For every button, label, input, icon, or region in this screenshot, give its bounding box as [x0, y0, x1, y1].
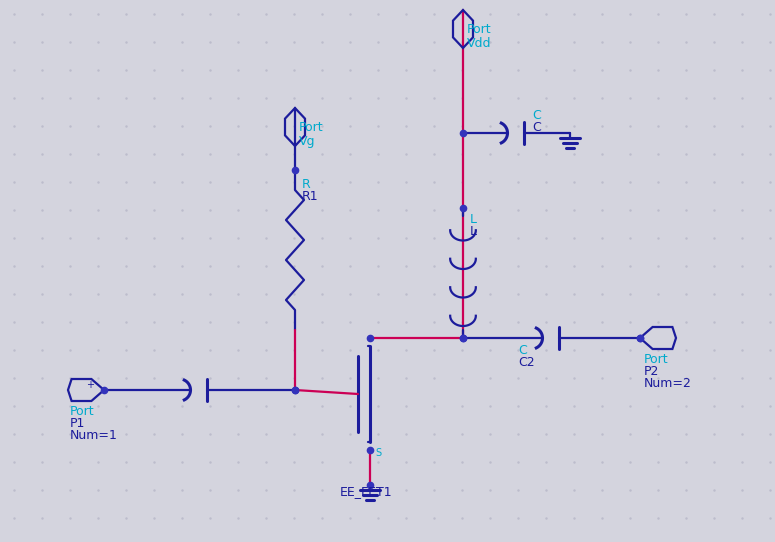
Text: Num=1: Num=1 [70, 429, 118, 442]
Text: L: L [470, 213, 477, 226]
Text: Port: Port [467, 23, 491, 36]
Text: Port: Port [299, 121, 324, 134]
Text: P2: P2 [644, 365, 660, 378]
Text: Port: Port [70, 405, 95, 418]
Text: C2: C2 [518, 356, 535, 369]
Text: EE_FET1: EE_FET1 [340, 485, 393, 498]
Text: S: S [375, 448, 381, 458]
Text: +: + [85, 380, 94, 390]
Text: Num=2: Num=2 [644, 377, 692, 390]
Text: R1: R1 [302, 190, 319, 203]
Text: L: L [470, 225, 477, 238]
Text: R: R [302, 178, 311, 191]
Text: Vg: Vg [299, 136, 315, 149]
Text: C: C [532, 121, 541, 134]
Text: Port: Port [644, 353, 669, 366]
Text: C: C [518, 344, 527, 357]
Text: P1: P1 [70, 417, 85, 430]
Text: C: C [532, 109, 541, 122]
Text: Vdd: Vdd [467, 37, 491, 50]
